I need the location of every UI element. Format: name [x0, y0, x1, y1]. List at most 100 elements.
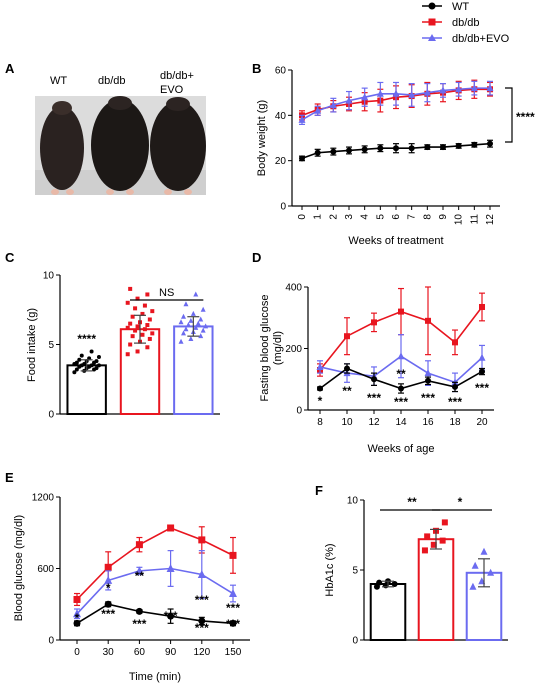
- x-tick-label: 10: [341, 417, 353, 428]
- data-point: [421, 547, 428, 554]
- data-point: [82, 361, 87, 366]
- data-point: [135, 607, 143, 615]
- significance-label: ***: [195, 593, 209, 607]
- data-point: [193, 324, 199, 330]
- data-point: [398, 308, 404, 315]
- panel-a: A WT db/db db/db+ EVO: [5, 61, 206, 195]
- data-point: [150, 309, 155, 314]
- significance-label: ***: [226, 617, 240, 631]
- data-point: [471, 561, 479, 569]
- x-tick-label: 12: [368, 417, 380, 428]
- x-tick-label: 2: [328, 214, 339, 220]
- data-point: [178, 338, 184, 344]
- data-point: [197, 569, 206, 578]
- data-point: [72, 370, 77, 375]
- significance-label: *: [458, 495, 463, 509]
- panel-d-chart: 0 200 400 8 10 12 14 16 18 20 Weeks of age Fasting …: [259, 283, 494, 455]
- data-point: [125, 352, 130, 357]
- data-point: [166, 564, 175, 572]
- data-point: [299, 155, 305, 162]
- data-point: [142, 303, 147, 308]
- data-point: [73, 595, 81, 603]
- x-tick-label: 11: [469, 214, 480, 225]
- data-point: [74, 360, 79, 365]
- panel-f-label: F: [315, 483, 323, 498]
- y-tick-label: 0: [48, 410, 54, 421]
- legend-item-wt: WT: [422, 1, 469, 13]
- data-point: [185, 322, 191, 328]
- x-tick-label: 8: [422, 214, 433, 220]
- series-line: [76, 567, 234, 615]
- data-point: [361, 93, 369, 101]
- y-tick-label: 600: [37, 564, 54, 575]
- panel-e-chart: 0 600 1200 0 30 60 90 120 150 Time (min) Blood glu…: [13, 493, 250, 683]
- data-point: [73, 619, 81, 627]
- photo-label-dbdb: db/db: [98, 75, 126, 87]
- legend-item-dbdb-evo: db/db+EVO: [422, 33, 510, 45]
- data-point: [167, 524, 175, 532]
- x-tick-label: 5: [375, 214, 386, 220]
- x-tick-label: 1: [313, 214, 324, 220]
- series-line: [76, 603, 234, 625]
- significance-bracket: [505, 87, 513, 143]
- data-point: [487, 140, 493, 147]
- data-point: [125, 325, 130, 330]
- data-point: [361, 146, 368, 153]
- data-point: [150, 331, 155, 336]
- data-point: [470, 84, 478, 92]
- data-point: [479, 303, 485, 310]
- y-tick-label: 20: [275, 156, 287, 167]
- y-tick-label: 1200: [32, 493, 55, 504]
- data-point: [424, 533, 431, 540]
- data-point: [77, 357, 82, 362]
- x-tick-label: 16: [422, 417, 434, 428]
- data-point: [452, 383, 458, 390]
- data-point: [193, 291, 199, 297]
- data-point: [200, 306, 206, 312]
- data-point: [229, 619, 237, 627]
- data-point: [125, 300, 130, 305]
- data-point: [371, 376, 377, 383]
- bar: [369, 583, 407, 641]
- data-point: [441, 519, 448, 526]
- data-point: [130, 334, 135, 339]
- data-point: [198, 316, 204, 322]
- x-axis-label: Time (min): [129, 671, 181, 683]
- data-point: [455, 142, 462, 149]
- mouse-wt: [40, 106, 84, 190]
- data-point: [408, 90, 416, 98]
- panel-b-label: B: [252, 61, 261, 76]
- y-axis-label: (mg/dl): [272, 331, 284, 365]
- series-wt: [299, 139, 493, 162]
- data-point: [480, 547, 488, 555]
- panel-c-chart: 0 5 10 Food intake (g) **** NS: [26, 271, 220, 421]
- data-point: [133, 306, 138, 311]
- data-point: [377, 145, 384, 152]
- x-tick-label: 9: [438, 214, 449, 220]
- data-point: [183, 301, 189, 307]
- significance-label: ***: [475, 381, 489, 395]
- data-point: [181, 330, 187, 336]
- bar: [173, 325, 214, 415]
- x-axis-label: Weeks of age: [367, 443, 434, 455]
- x-tick-label: 0: [297, 214, 308, 220]
- data-point: [135, 349, 140, 354]
- data-point: [329, 101, 337, 109]
- significance-label: ****: [516, 110, 535, 124]
- significance-label: ***: [164, 609, 178, 623]
- data-point: [135, 296, 140, 301]
- bar-group-wt: [369, 578, 407, 641]
- data-point: [425, 377, 431, 384]
- data-point: [178, 319, 184, 325]
- x-tick-label: 6: [391, 214, 402, 220]
- significance-label: *: [318, 394, 323, 408]
- data-point: [393, 145, 399, 152]
- legend-label: db/db: [452, 17, 480, 29]
- data-point: [142, 327, 147, 332]
- y-tick-label: 40: [275, 111, 287, 122]
- data-point: [452, 339, 458, 346]
- y-axis-label: Fasting blood glucose: [259, 294, 271, 401]
- y-axis-label: Blood glucose (mg/dl): [13, 515, 25, 621]
- data-point: [74, 367, 79, 372]
